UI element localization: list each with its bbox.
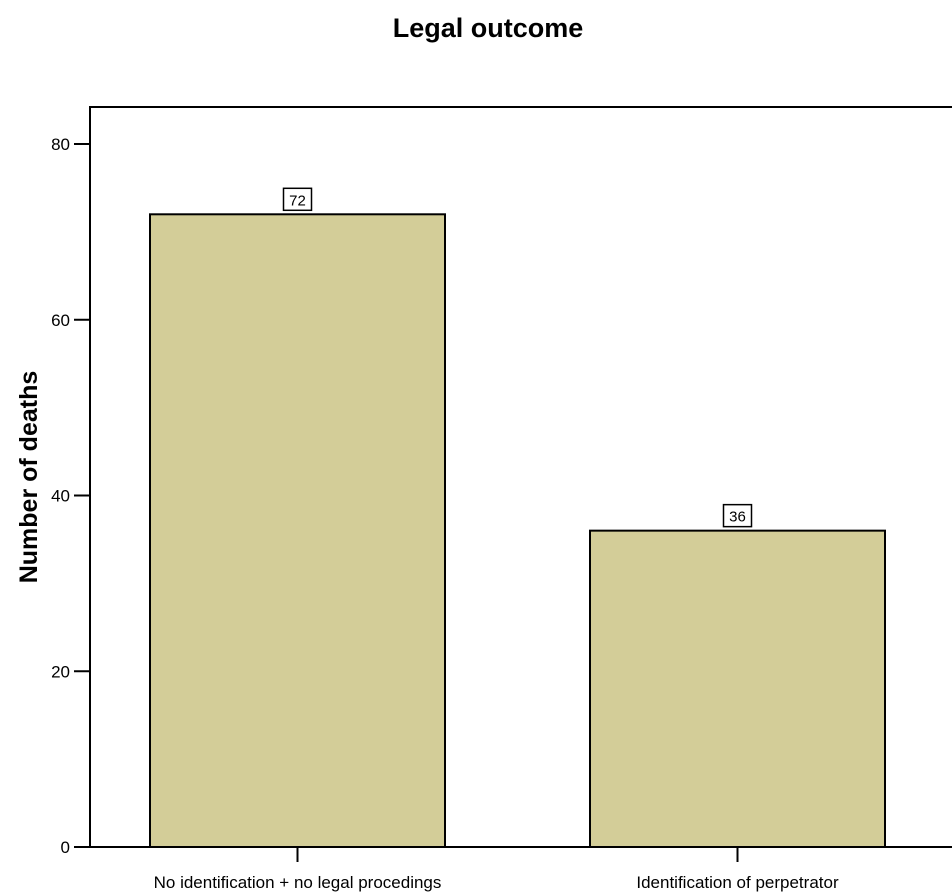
bar <box>589 529 886 849</box>
bars: 72 36 <box>149 187 886 849</box>
data-label-box <box>722 503 753 528</box>
y-tick-label: 20 <box>51 662 70 681</box>
y-tick-label: 80 <box>51 135 70 154</box>
y-tick-label: 40 <box>51 487 70 506</box>
x-category-label: No identification + no legal procedings <box>154 873 442 892</box>
x-axis-ticks: No identification + no legal procedings I… <box>154 847 839 892</box>
y-axis-label: Number of deaths <box>15 371 43 584</box>
y-axis-ticks: 0 20 40 60 80 <box>51 135 90 857</box>
x-category-label: Identification of perpetrator <box>636 873 839 892</box>
plot-area <box>89 106 952 848</box>
y-tick-label: 60 <box>51 311 70 330</box>
y-tick-label: 0 <box>61 838 70 857</box>
data-label: 72 <box>289 192 306 209</box>
bar <box>149 213 446 849</box>
chart-title: Legal outcome <box>393 13 584 43</box>
data-label-box <box>282 187 313 212</box>
data-label: 36 <box>729 509 746 526</box>
